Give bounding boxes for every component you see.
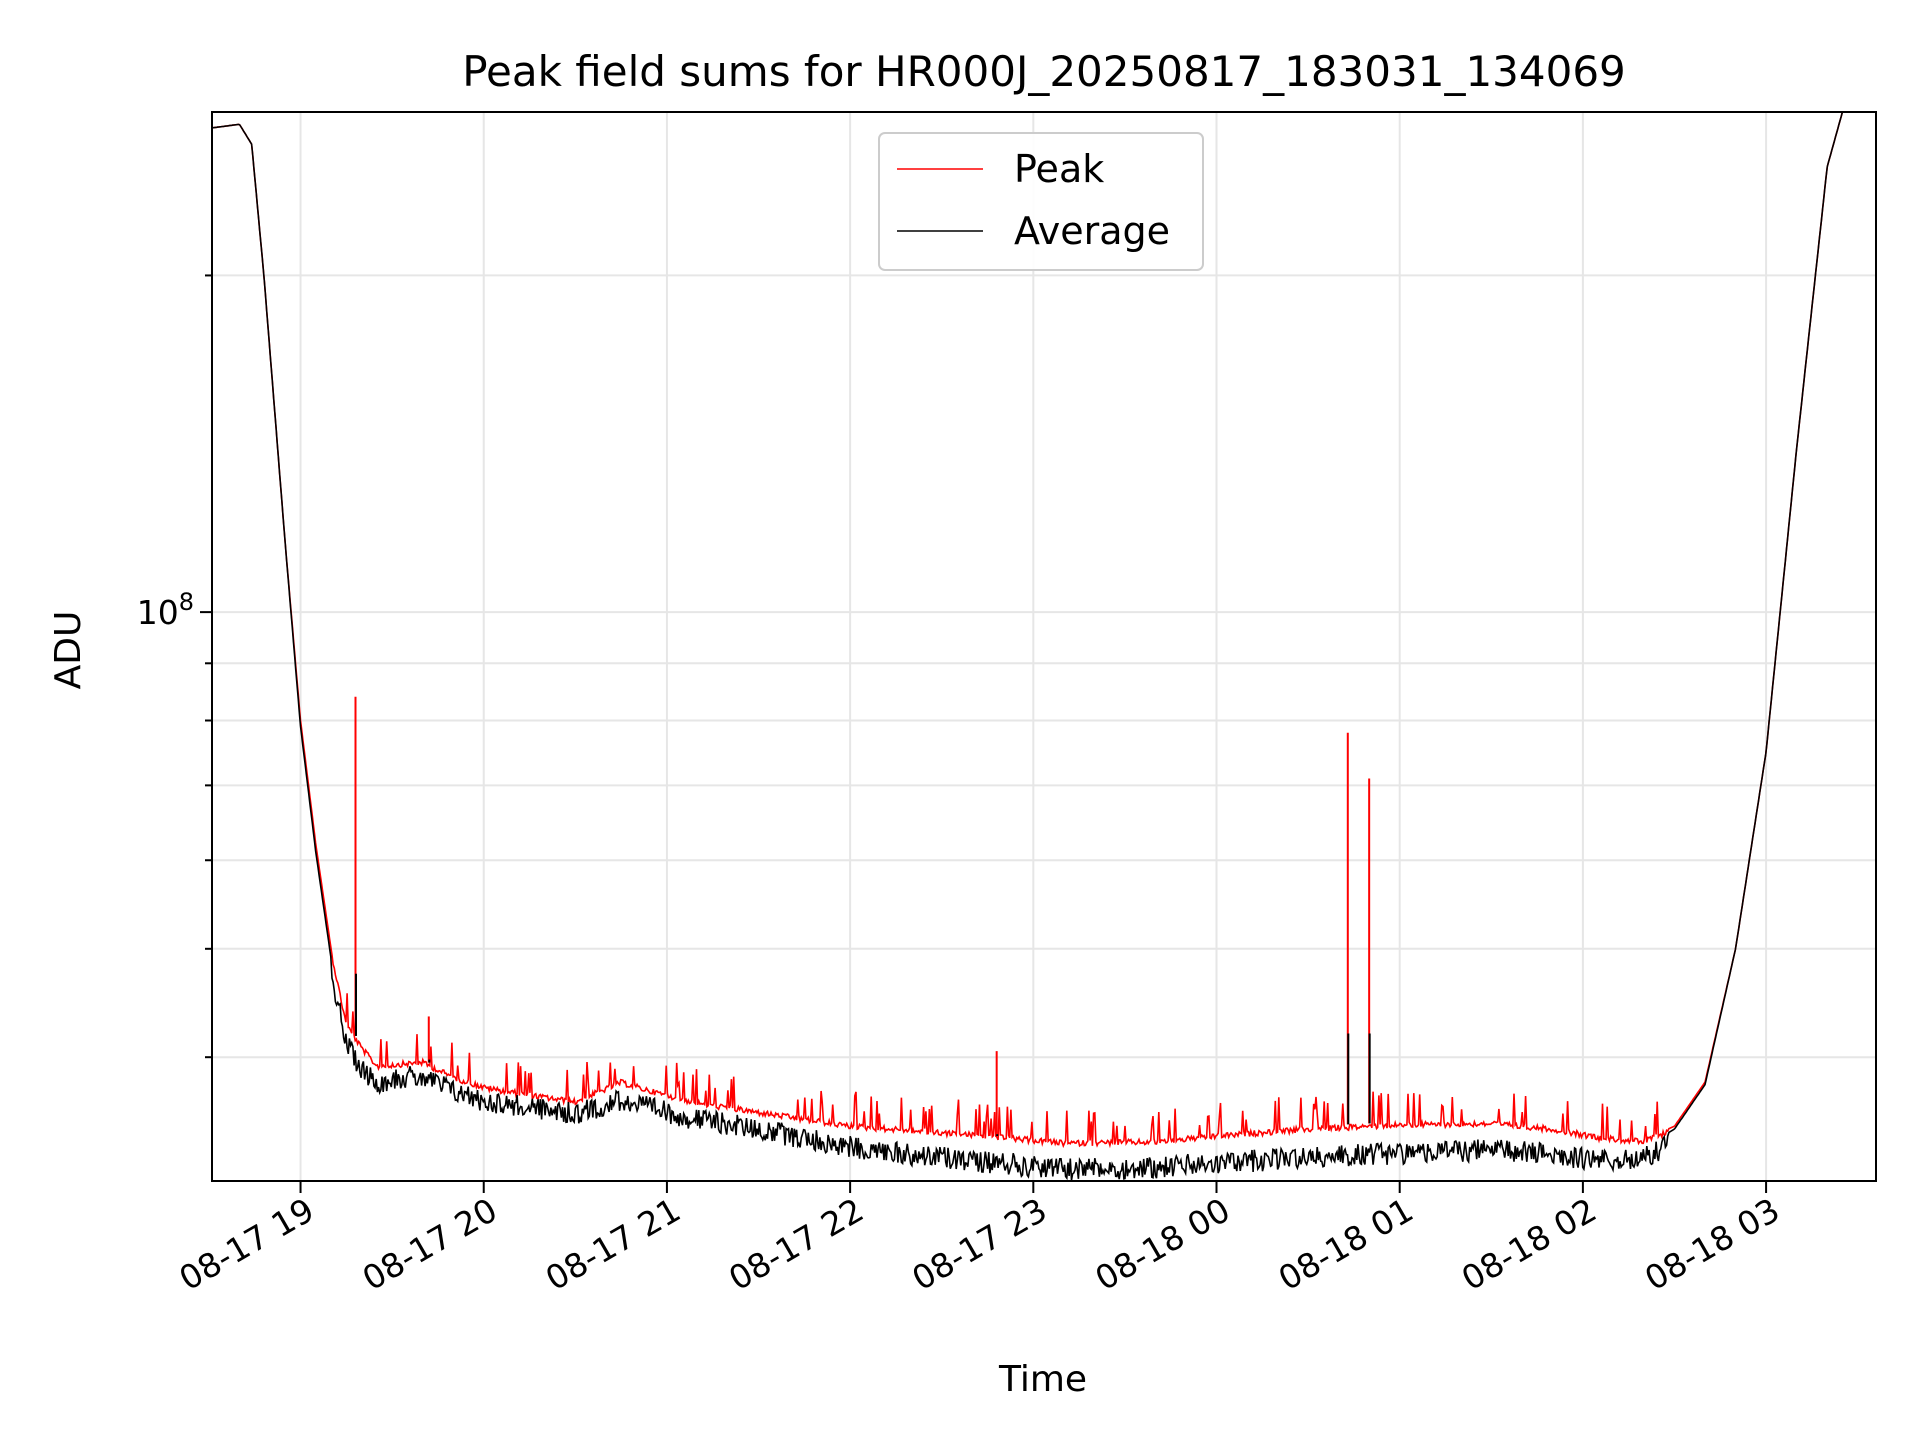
legend-label-average: Average [1014,209,1170,253]
series-line-peak [211,111,1844,1149]
chart-title: Peak field sums for HR000J_20250817_1830… [462,47,1626,96]
plot-frame [211,111,1877,1182]
legend-box [878,132,1204,271]
y-tick-label: 108 [137,588,194,632]
x-axis-label: Time [998,1359,1087,1400]
y-tick-base: 10 [137,593,179,632]
legend: Peak Average [878,132,1204,271]
y-tick-exponent: 8 [179,588,194,616]
y-axis-label: ADU [48,611,89,690]
series-layer [211,111,1844,1181]
legend-label-peak: Peak [1014,147,1104,191]
grid [212,112,1876,1181]
series-line-average [211,111,1844,1181]
y-axis: 108 [137,274,212,1059]
